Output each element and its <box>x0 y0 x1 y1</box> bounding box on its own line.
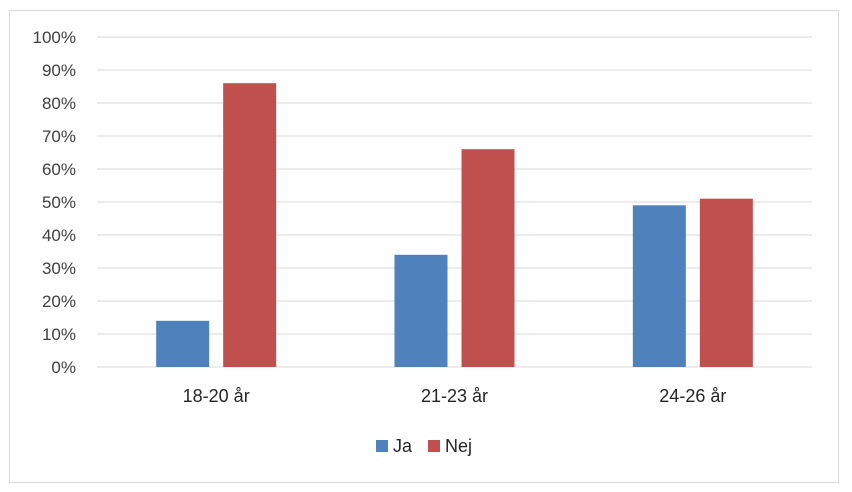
x-tick-label: 18-20 år <box>183 386 250 406</box>
gridlines <box>97 36 812 368</box>
x-axis-ticks: 18-20 år 21-23 år 24-26 år <box>183 386 727 406</box>
y-tick-label: 40% <box>42 226 76 245</box>
y-tick-label: 60% <box>42 160 76 179</box>
bar-ja-1 <box>394 254 448 367</box>
legend-label-ja: Ja <box>393 436 413 456</box>
y-axis-ticks: 0% 10% 20% 30% 40% 50% 60% 70% 80% 90% 100% <box>33 28 76 377</box>
y-tick-label: 50% <box>42 193 76 212</box>
y-tick-label: 20% <box>42 292 76 311</box>
x-tick-label: 24-26 år <box>659 386 726 406</box>
legend-swatch-nej <box>428 440 440 452</box>
bar-ja-0 <box>156 320 210 367</box>
y-tick-label: 90% <box>42 61 76 80</box>
bar-nej-2 <box>699 198 753 367</box>
bar-nej-1 <box>461 149 515 367</box>
bars <box>156 83 753 367</box>
bar-nej-0 <box>223 83 277 367</box>
y-tick-label: 70% <box>42 127 76 146</box>
y-tick-label: 100% <box>33 28 76 47</box>
y-tick-label: 0% <box>51 358 76 377</box>
y-tick-label: 80% <box>42 94 76 113</box>
legend: Ja Nej <box>376 436 472 456</box>
x-tick-label: 21-23 år <box>421 386 488 406</box>
legend-label-nej: Nej <box>445 436 472 456</box>
y-tick-label: 30% <box>42 259 76 278</box>
bar-ja-2 <box>632 205 686 367</box>
legend-swatch-ja <box>376 440 388 452</box>
y-tick-label: 10% <box>42 325 76 344</box>
